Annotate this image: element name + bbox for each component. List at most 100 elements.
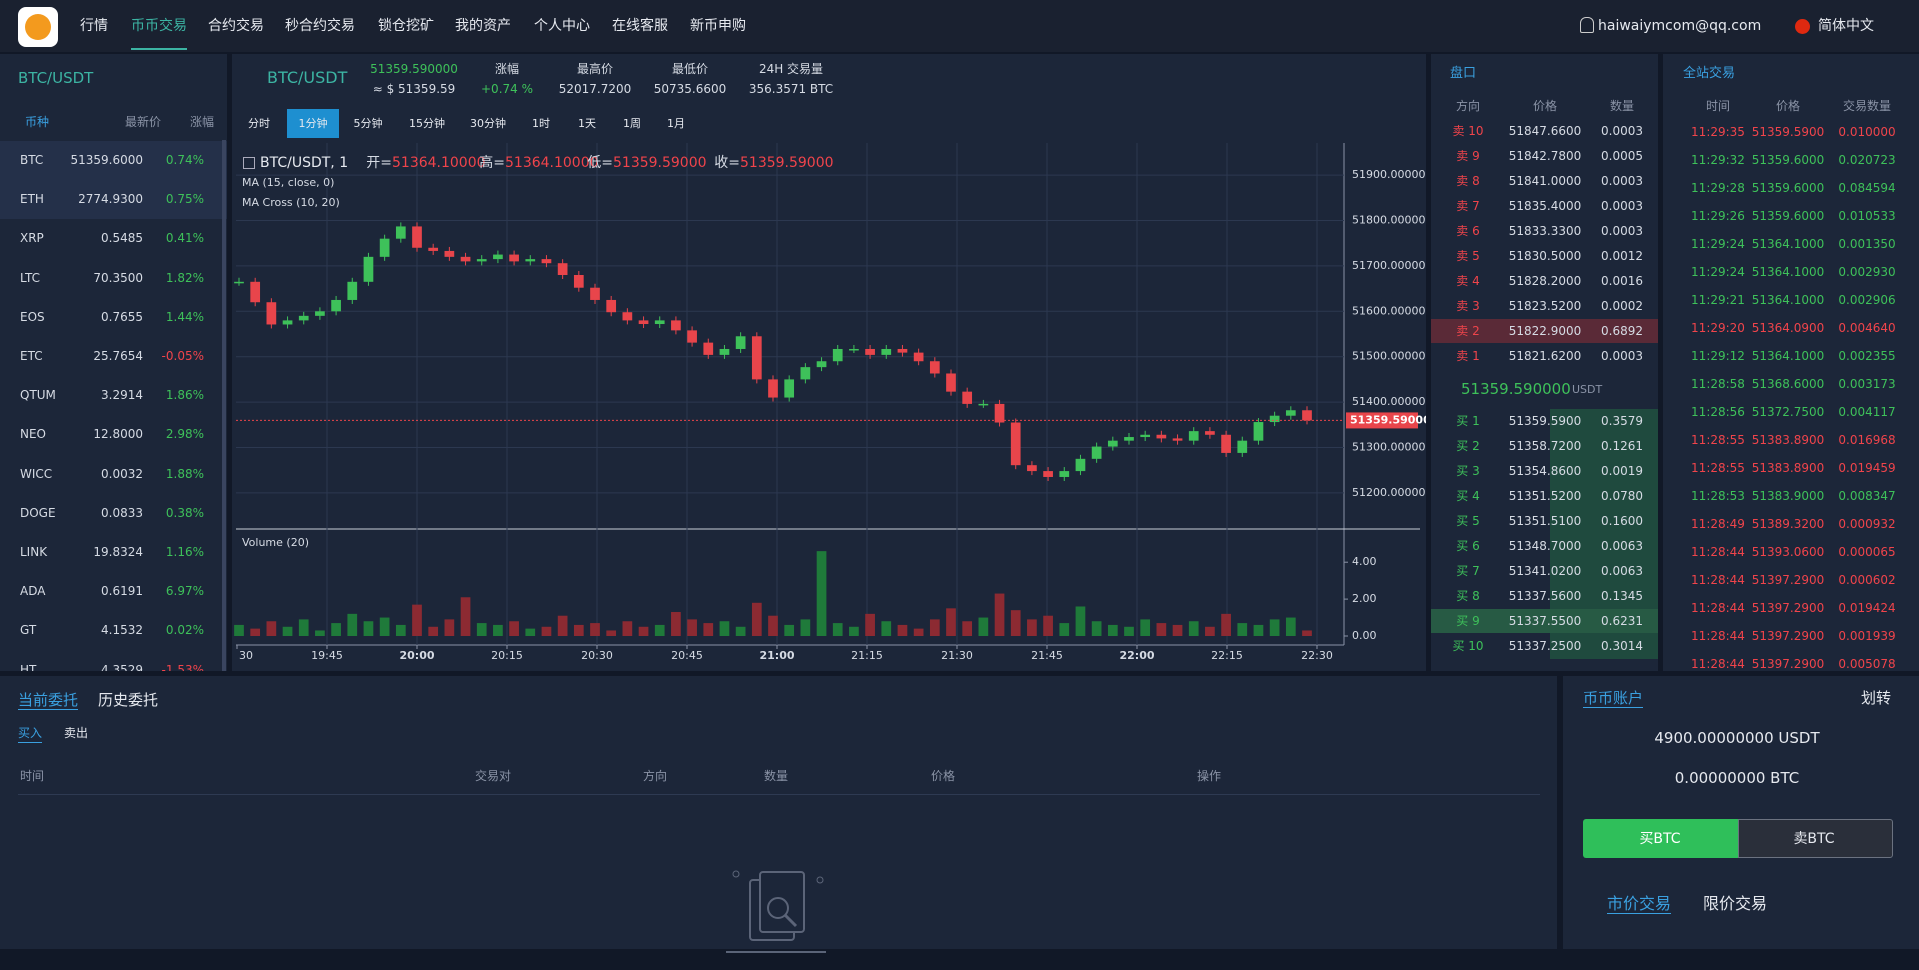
volume-bar <box>1043 615 1053 636</box>
legend-ohlc-label: 低= <box>587 155 613 171</box>
candle-body <box>671 320 681 331</box>
volume-bar <box>1140 619 1151 636</box>
trade-cell: 11:28:44 <box>1691 629 1745 643</box>
orders-header: 时间 <box>20 769 45 783</box>
market-coin[interactable]: WICC <box>20 466 53 481</box>
volume-bar <box>849 626 859 636</box>
interval-button[interactable]: 分时 <box>248 117 270 130</box>
market-price: 70.3500 <box>93 270 143 285</box>
trade-cell: 11:28:53 <box>1691 489 1745 503</box>
volume-bar <box>1302 630 1312 636</box>
market-coin[interactable]: DOGE <box>20 505 56 520</box>
bid-price: 51359.5900 <box>1508 414 1582 428</box>
candle-body <box>768 379 778 398</box>
volume-bar <box>671 612 681 636</box>
market-price: 0.0032 <box>101 466 143 481</box>
nav-item[interactable]: 秒合约交易 <box>285 18 355 34</box>
candle-body <box>395 226 406 239</box>
nav-item[interactable]: 锁仓挖矿 <box>378 18 434 34</box>
nav-item[interactable]: 币币交易 <box>131 18 187 34</box>
ask-price: 51847.6600 <box>1508 124 1582 138</box>
buy-button[interactable] <box>1583 819 1738 858</box>
trade-cell: 11:28:55 <box>1691 461 1745 475</box>
volume-bar <box>298 619 309 636</box>
volume-bar <box>751 602 762 636</box>
volume-bar <box>687 619 697 636</box>
interval-button[interactable]: 1天 <box>578 117 596 130</box>
legend-ohlc-value: 51359.59000 <box>740 155 834 171</box>
candle-body <box>1010 422 1021 466</box>
market-coin[interactable]: ADA <box>20 584 46 599</box>
trade-cell: 11:28:44 <box>1691 545 1745 559</box>
market-coin[interactable]: EOS <box>20 309 45 324</box>
trade-cell: 0.019424 <box>1838 601 1896 615</box>
market-coin[interactable]: ETH <box>20 192 44 207</box>
volume-bar <box>1172 624 1183 636</box>
volume-bar <box>719 621 730 636</box>
trade-cell: 51364.1000 <box>1751 237 1825 251</box>
legend-collapse[interactable] <box>243 157 255 169</box>
orders-tab[interactable]: 历史委托 <box>98 691 159 709</box>
candle-body <box>493 254 503 260</box>
nav-item[interactable]: 个人中心 <box>534 18 590 34</box>
orders-side[interactable]: 卖出 <box>64 726 89 740</box>
buy-button-label[interactable]: 买BTC <box>1639 831 1681 847</box>
orders-side[interactable]: 买入 <box>18 724 43 743</box>
candle-body <box>994 403 1005 423</box>
market-coin[interactable]: BTC <box>20 153 44 167</box>
sell-button[interactable] <box>1738 819 1893 858</box>
bid-amount: 0.1345 <box>1601 589 1643 603</box>
language-menu[interactable]: 简体中文 <box>1818 18 1874 34</box>
bid-amount: 0.3579 <box>1601 414 1643 428</box>
user-menu[interactable]: haiwaiymcom@qq.com <box>1598 18 1762 34</box>
nav-item[interactable]: 合约交易 <box>208 18 264 34</box>
market-coin[interactable]: LTC <box>20 270 41 285</box>
nav-item[interactable]: 我的资产 <box>455 18 511 34</box>
ask-price: 51821.6200 <box>1508 349 1582 363</box>
interval-button[interactable]: 1分钟 <box>298 117 328 130</box>
trades-header: 时间 <box>1705 99 1731 113</box>
logo[interactable] <box>18 7 58 47</box>
ticker-stat-label: 涨幅 <box>494 62 520 76</box>
market-price: 3.2914 <box>101 388 143 403</box>
trade-mode-tab[interactable]: 市价交易 <box>1607 894 1672 914</box>
market-coin[interactable]: ETC <box>20 349 43 363</box>
orders-tab[interactable]: 当前委托 <box>18 691 79 710</box>
ask-label: 卖 4 <box>1456 274 1480 288</box>
trade-cell: 0.010533 <box>1838 209 1896 223</box>
interval-button[interactable]: 30分钟 <box>470 117 506 130</box>
interval-button[interactable]: 15分钟 <box>409 117 445 130</box>
volume-bar <box>897 624 908 636</box>
volume-bar <box>735 626 746 636</box>
market-coin[interactable]: LINK <box>20 545 48 559</box>
account-title[interactable]: 币币账户 <box>1583 689 1644 708</box>
sell-button-label[interactable]: 卖BTC <box>1793 831 1835 847</box>
candle-body <box>719 348 730 355</box>
interval-button[interactable]: 1时 <box>532 117 550 130</box>
bid-amount: 0.0019 <box>1601 464 1643 478</box>
nav-item[interactable]: 在线客服 <box>612 18 668 34</box>
volume-bar <box>331 623 341 636</box>
interval-button[interactable]: 1月 <box>667 117 685 130</box>
interval-button[interactable]: 1周 <box>623 117 641 130</box>
interval-button[interactable]: 5分钟 <box>353 117 383 130</box>
trade-cell: 0.000065 <box>1838 545 1896 559</box>
market-coin[interactable]: GT <box>20 623 37 638</box>
transfer-link[interactable]: 划转 <box>1860 689 1891 707</box>
trade-mode-tab[interactable]: 限价交易 <box>1703 894 1768 913</box>
market-price: 2774.9300 <box>78 192 143 207</box>
nav-item[interactable]: 新币申购 <box>690 18 746 34</box>
bid-price: 51337.2500 <box>1508 639 1582 653</box>
trade-cell: 11:28:58 <box>1691 377 1745 391</box>
user-icon <box>1580 17 1594 33</box>
candle-body <box>929 361 940 374</box>
market-coin[interactable]: QTUM <box>20 388 56 403</box>
volume-bar <box>946 608 956 636</box>
bid-price: 51358.7200 <box>1508 439 1582 453</box>
trade-cell: 11:29:12 <box>1691 349 1745 363</box>
ask-label: 卖 10 <box>1452 124 1484 138</box>
market-coin[interactable]: XRP <box>20 231 44 246</box>
nav-item[interactable]: 行情 <box>80 18 108 34</box>
trade-cell: 11:28:49 <box>1691 517 1745 531</box>
market-coin[interactable]: NEO <box>20 427 47 442</box>
